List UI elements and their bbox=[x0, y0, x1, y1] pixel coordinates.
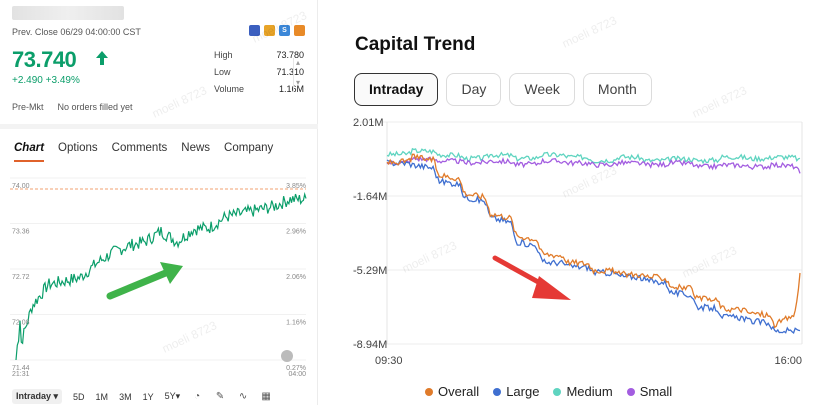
legend-dot bbox=[553, 387, 562, 396]
series-line-medium bbox=[386, 147, 801, 165]
legend-dot bbox=[493, 387, 502, 396]
y-tick-label: -5.29M bbox=[353, 265, 387, 277]
price-change: +2.490 +3.49% bbox=[12, 75, 80, 86]
period-5d[interactable]: 5D bbox=[73, 391, 85, 402]
period-tab-day[interactable]: Day bbox=[446, 73, 502, 106]
stat-label: High bbox=[214, 49, 233, 60]
stat-value: 1.16M bbox=[278, 83, 304, 94]
x-tick-label: 09:30 bbox=[375, 355, 403, 367]
legend-overall[interactable]: Overall bbox=[425, 384, 479, 399]
red-arrow-annotation bbox=[492, 255, 571, 300]
quote-tabs: Chart Options Comments News Company bbox=[14, 142, 273, 154]
stat-label: Volume bbox=[214, 83, 245, 94]
period-tab-intraday[interactable]: Intraday bbox=[354, 73, 439, 106]
chevron-up-icon[interactable]: ▴ bbox=[296, 58, 301, 67]
stat-label: Low bbox=[214, 66, 231, 77]
legend-small[interactable]: Small bbox=[626, 384, 673, 399]
pct-tick-label: 0.27% bbox=[286, 365, 306, 372]
period-1m[interactable]: 1M bbox=[95, 391, 109, 402]
share-icon[interactable] bbox=[294, 25, 305, 36]
prev-close-text: Prev. Close 06/29 04:00:00 CST bbox=[12, 27, 141, 37]
stat-value: 71.310 bbox=[276, 66, 304, 77]
period-intraday[interactable]: Intraday ▾ bbox=[12, 389, 63, 404]
chart-settings-icon[interactable] bbox=[281, 350, 293, 362]
stat-value: 73.780 bbox=[276, 49, 304, 60]
ticker-name-blurred bbox=[12, 6, 124, 20]
pct-tick-label: 3.85% bbox=[286, 183, 306, 190]
draw-pen-icon[interactable]: ✎ bbox=[215, 391, 225, 402]
chart-legend: Overall Large Medium Small bbox=[425, 384, 672, 399]
section-divider bbox=[0, 124, 318, 129]
capital-trend-title: Capital Trend bbox=[355, 34, 476, 55]
stat-volume: Volume 1.16M bbox=[214, 80, 304, 97]
stock-quote-panel: Prev. Close 06/29 04:00:00 CST S 73.740 … bbox=[0, 0, 318, 405]
series-line-small bbox=[386, 156, 801, 174]
legend-medium[interactable]: Medium bbox=[553, 384, 613, 399]
y-tick-label: -8.94M bbox=[353, 339, 387, 351]
stat-low: Low 71.310 bbox=[214, 63, 304, 80]
y-tick-label: 72.72 bbox=[12, 274, 30, 281]
legend-large[interactable]: Large bbox=[493, 384, 539, 399]
premarket-row: Pre-Mkt No orders filled yet bbox=[12, 102, 133, 112]
indicator-icon[interactable]: ◔ bbox=[194, 391, 201, 402]
legend-label: Medium bbox=[566, 384, 613, 399]
premarket-value: No orders filled yet bbox=[57, 102, 133, 112]
hk-icon[interactable] bbox=[264, 25, 275, 36]
stats-scroll-toggle[interactable]: ▴ ▾ bbox=[293, 58, 303, 92]
period-tab-month[interactable]: Month bbox=[582, 73, 652, 106]
period-tab-week[interactable]: Week bbox=[509, 73, 575, 106]
tab-comments[interactable]: Comments bbox=[111, 142, 168, 154]
y-tick-label: 74.00 bbox=[12, 183, 30, 190]
active-tab-indicator bbox=[14, 160, 44, 162]
legend-label: Overall bbox=[438, 384, 480, 399]
legend-label: Large bbox=[506, 384, 540, 399]
premarket-label: Pre-Mkt bbox=[12, 102, 44, 112]
x-tick-label: 21:31 bbox=[12, 371, 30, 378]
chart-period-toolbar: Intraday ▾ 5D 1M 3M 1Y 5Y▾ ◔ ✎ ∿ ▦ bbox=[12, 389, 272, 404]
pct-tick-label: 1.16% bbox=[286, 320, 306, 327]
y-tick-label: 73.36 bbox=[12, 229, 30, 236]
capital-trend-chart[interactable]: 2.01M -1.64M -5.29M -8.94M 09:30 16:00 bbox=[335, 112, 820, 374]
s-badge-icon[interactable]: S bbox=[279, 25, 290, 36]
tab-options[interactable]: Options bbox=[58, 142, 98, 154]
period-1y[interactable]: 1Y bbox=[142, 391, 154, 402]
legend-label: Small bbox=[639, 384, 673, 399]
pct-tick-label: 2.06% bbox=[286, 274, 306, 281]
pct-tick-label: 2.96% bbox=[286, 229, 306, 236]
y-tick-label: 2.01M bbox=[353, 117, 384, 129]
last-price: 73.740 bbox=[12, 47, 77, 72]
y-tick-label: -1.64M bbox=[353, 191, 387, 203]
period-5y[interactable]: 5Y▾ bbox=[164, 391, 181, 401]
green-arrow-annotation bbox=[106, 262, 183, 300]
tab-chart[interactable]: Chart bbox=[14, 142, 45, 154]
period-3m[interactable]: 3M bbox=[119, 391, 132, 402]
capital-trend-panel: Capital Trend Intraday Day Week Month 2.… bbox=[335, 0, 820, 405]
y-tick-label: 72.08 bbox=[12, 320, 30, 327]
market-flags: S bbox=[249, 25, 305, 36]
legend-dot bbox=[425, 387, 433, 396]
capital-period-tabs: Intraday Day Week Month bbox=[354, 73, 652, 106]
grid-layout-icon[interactable]: ▦ bbox=[261, 391, 271, 402]
legend-dot bbox=[626, 387, 635, 396]
x-tick-label: 04:00 bbox=[288, 371, 306, 378]
quote-stats: High 73.780 Low 71.310 Volume 1.16M bbox=[214, 46, 304, 97]
us-flag-icon[interactable] bbox=[249, 25, 260, 36]
x-tick-label: 16:00 bbox=[774, 355, 802, 367]
line-style-icon[interactable]: ∿ bbox=[238, 391, 248, 402]
y-tick-label: 71.44 bbox=[12, 365, 30, 372]
tab-company[interactable]: Company bbox=[224, 142, 274, 154]
tab-news[interactable]: News bbox=[181, 142, 211, 154]
price-series-line bbox=[15, 191, 307, 361]
series-line-overall bbox=[386, 153, 801, 329]
stat-high: High 73.780 bbox=[214, 46, 304, 63]
intraday-price-chart[interactable]: 74.00 3.85% 73.36 2.96% 72.72 2.06% 72.08 1.16%… bbox=[0, 168, 318, 378]
chevron-down-icon[interactable]: ▾ bbox=[296, 78, 301, 87]
